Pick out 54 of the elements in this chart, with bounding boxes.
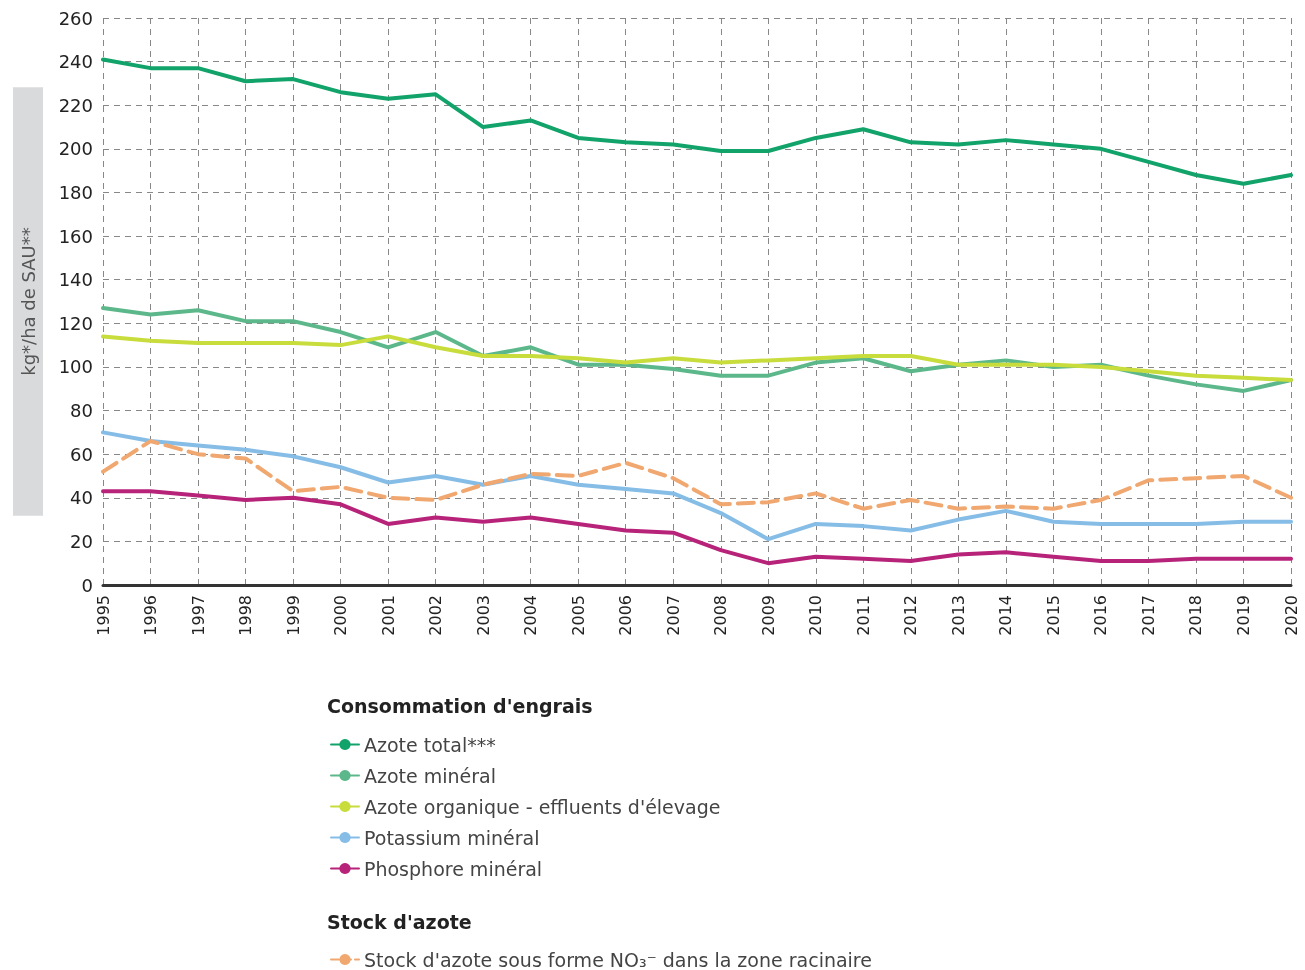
y-tick-label: 0 bbox=[81, 574, 93, 596]
x-tick-label: 2014 bbox=[996, 595, 1016, 636]
line-series bbox=[101, 439, 1293, 511]
y-tick-label: 200 bbox=[58, 138, 93, 160]
y-tick-label: 140 bbox=[58, 269, 93, 291]
x-tick-label: 2005 bbox=[568, 595, 588, 636]
y-tick-label: 80 bbox=[70, 400, 93, 422]
legend-label: Azote organique - effluents d'élevage bbox=[364, 795, 721, 818]
x-tick-label: 2020 bbox=[1281, 595, 1301, 636]
line-series bbox=[101, 334, 1293, 383]
x-tick-label: 2015 bbox=[1043, 595, 1063, 636]
x-tick-label: 1995 bbox=[93, 595, 113, 636]
x-tick-label: 1999 bbox=[283, 595, 303, 636]
legend-label: Azote minéral bbox=[364, 764, 497, 787]
y-tick-label: 240 bbox=[58, 51, 93, 73]
y-tick-label: 260 bbox=[58, 7, 93, 29]
line-series bbox=[101, 430, 1293, 542]
x-tick-label: 2002 bbox=[426, 595, 446, 636]
x-tick-label: 2001 bbox=[378, 595, 398, 636]
x-tick-label: 2004 bbox=[521, 595, 541, 636]
x-tick-label: 2019 bbox=[1233, 595, 1253, 636]
y-tick-label: 120 bbox=[58, 312, 93, 334]
y-tick-label: 220 bbox=[58, 94, 93, 116]
line-series bbox=[101, 57, 1293, 186]
x-tick-label: 2013 bbox=[948, 595, 968, 636]
y-tick-label: 40 bbox=[70, 487, 93, 509]
x-tick-label: 1998 bbox=[236, 595, 256, 636]
x-tick-label: 2008 bbox=[711, 595, 731, 636]
x-tick-label: 2003 bbox=[473, 595, 493, 636]
x-tick-label: 2016 bbox=[1091, 595, 1111, 636]
text: Stock d'azote bbox=[327, 910, 472, 933]
x-tick-label: 2018 bbox=[1186, 595, 1206, 636]
legend-label: Potassium minéral bbox=[364, 826, 540, 849]
x-tick-label: 2007 bbox=[663, 595, 683, 636]
y-tick-label: 100 bbox=[58, 356, 93, 378]
y-tick-label: 180 bbox=[58, 181, 93, 203]
y-tick-label: 60 bbox=[70, 443, 93, 465]
x-tick-label: 2006 bbox=[616, 595, 636, 636]
y-tick-label: 20 bbox=[70, 530, 93, 552]
y-axis-title: kg*/ha de SAU** bbox=[17, 227, 39, 376]
line-series bbox=[101, 489, 1293, 566]
x-tick-label: 1996 bbox=[141, 595, 161, 636]
x-tick-label: 2017 bbox=[1138, 595, 1158, 636]
legend-title: Consommation d'engrais bbox=[327, 694, 593, 717]
x-tick-label: 2000 bbox=[331, 595, 351, 636]
y-tick-label: 160 bbox=[58, 225, 93, 247]
legend-label: Azote total*** bbox=[364, 733, 496, 756]
legend-label: Stock d'azote sous forme NO₃⁻ dans la zone racinaire bbox=[364, 948, 872, 970]
legend-label: Phosphore minéral bbox=[364, 857, 543, 880]
x-tick-label: 2010 bbox=[806, 595, 826, 636]
x-tick-label: 2011 bbox=[853, 595, 873, 636]
x-tick-label: 2009 bbox=[758, 595, 778, 636]
x-tick-label: 1997 bbox=[188, 595, 208, 636]
x-tick-label: 2012 bbox=[901, 595, 921, 636]
